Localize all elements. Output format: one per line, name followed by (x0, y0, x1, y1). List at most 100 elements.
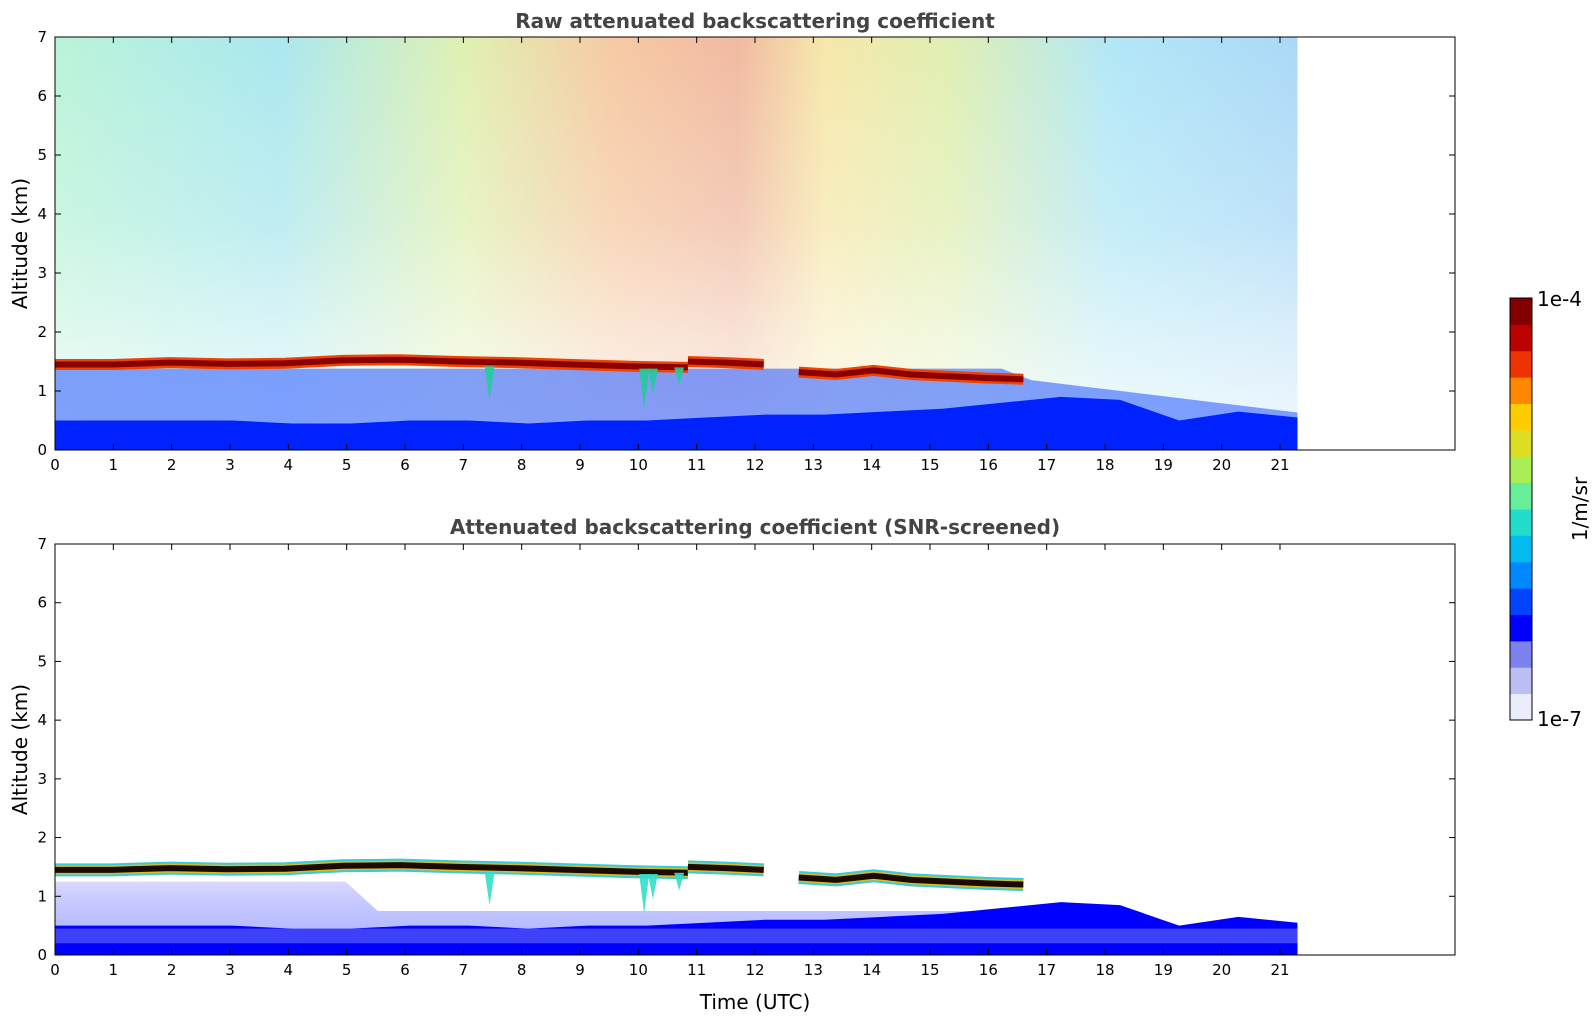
screened-boundary-layer (55, 902, 1298, 955)
y-tick-label: 6 (37, 594, 47, 612)
x-tick-label: 17 (1037, 961, 1056, 979)
colorbar: 1e-4 1e-7 1/m/sr (1509, 287, 1592, 731)
x-tick-label: 8 (517, 456, 527, 474)
x-tick-label: 9 (575, 456, 585, 474)
x-tick-label: 1 (109, 456, 119, 474)
x-tick-label: 6 (400, 456, 410, 474)
x-tick-label: 16 (979, 961, 998, 979)
x-tick-label: 6 (400, 961, 410, 979)
y-tick-label: 3 (37, 264, 47, 282)
x-tick-label: 15 (920, 456, 939, 474)
virga-streak (484, 366, 495, 400)
x-tick-label: 14 (862, 456, 881, 474)
y-tick-label: 5 (37, 652, 47, 670)
colorbar-swatch (1510, 509, 1532, 536)
x-tick-label: 16 (979, 456, 998, 474)
colorbar-swatch (1510, 324, 1532, 352)
y-tick-label: 6 (37, 87, 47, 105)
x-tick-label: 8 (517, 961, 527, 979)
raw-heatmap (55, 37, 1298, 450)
x-tick-label: 5 (342, 456, 352, 474)
virga-streak (647, 873, 658, 900)
colorbar-swatch (1510, 561, 1532, 589)
y-tick-label: 7 (37, 28, 47, 46)
x-tick-label: 10 (629, 961, 648, 979)
y-tick-label: 5 (37, 146, 47, 164)
colorbar-swatch (1510, 298, 1532, 325)
colorbar-swatch (1510, 667, 1532, 695)
screened-title: Attenuated backscattering coefficient (S… (450, 515, 1060, 539)
y-tick-label: 4 (37, 711, 47, 729)
x-tick-label: 12 (745, 961, 764, 979)
x-tick-label: 18 (1095, 456, 1114, 474)
y-tick-label: 3 (37, 770, 47, 788)
colorbar-swatch (1510, 640, 1532, 668)
raw-boundary-layer (55, 396, 1298, 450)
screened-panel: Attenuated backscattering coefficient (S… (8, 515, 1456, 1014)
y-tick-label: 1 (37, 887, 47, 905)
colorbar-swatch (1510, 403, 1532, 431)
x-tick-label: 0 (50, 456, 60, 474)
cloud-band (687, 863, 764, 873)
x-tick-label: 2 (167, 961, 177, 979)
x-tick-label: 3 (225, 456, 235, 474)
y-tick-label: 4 (37, 205, 47, 223)
cloud-band (55, 356, 688, 371)
y-tick-label: 2 (37, 829, 47, 847)
screened-xlabel: Time (UTC) (699, 990, 811, 1014)
virga-streak (647, 368, 658, 394)
x-tick-label: 11 (687, 456, 706, 474)
x-tick-label: 13 (804, 456, 823, 474)
x-tick-label: 7 (459, 961, 469, 979)
x-tick-label: 7 (459, 456, 469, 474)
x-tick-label: 11 (687, 961, 706, 979)
colorbar-swatch (1510, 350, 1532, 378)
cloud-band (55, 862, 688, 876)
colorbar-swatch (1510, 614, 1532, 642)
colorbar-scale (1510, 298, 1532, 721)
raw-ylabel: Altitude (km) (8, 178, 32, 309)
colorbar-frame (1509, 297, 1533, 721)
colorbar-unit-label: 1/m/sr (1568, 476, 1592, 541)
x-tick-label: 20 (1212, 961, 1231, 979)
y-tick-label: 0 (37, 441, 47, 459)
raw-panel: Raw attenuated backscattering coefficien… (8, 9, 1456, 474)
colorbar-swatch (1510, 456, 1532, 484)
x-tick-label: 4 (284, 961, 294, 979)
x-tick-label: 21 (1270, 456, 1289, 474)
screened-heatmap (55, 881, 1298, 955)
x-tick-label: 19 (1154, 961, 1173, 979)
x-tick-label: 10 (629, 456, 648, 474)
colorbar-max-label: 1e-4 (1537, 287, 1582, 311)
x-tick-label: 12 (745, 456, 764, 474)
x-tick-label: 3 (225, 961, 235, 979)
y-tick-label: 7 (37, 535, 47, 553)
x-tick-label: 17 (1037, 456, 1056, 474)
x-tick-label: 21 (1270, 961, 1289, 979)
x-tick-label: 14 (862, 961, 881, 979)
x-tick-label: 9 (575, 961, 585, 979)
colorbar-swatch (1510, 377, 1532, 404)
virga-streak (639, 873, 650, 914)
colorbar-swatch (1510, 429, 1532, 457)
screened-ylabel: Altitude (km) (8, 684, 32, 815)
x-tick-label: 1 (109, 961, 119, 979)
raw-x-axis: 0 1 2 3 4 5 6 7 8 9 10 11 12 13 14 15 16 17 18 19 20 21 (50, 37, 1290, 474)
screened-cloud-layer (55, 858, 1024, 914)
x-tick-label: 13 (804, 961, 823, 979)
cloud-band (687, 358, 764, 368)
colorbar-swatch (1510, 535, 1532, 563)
virga-streak (674, 872, 685, 891)
y-tick-label: 1 (37, 382, 47, 400)
cloud-band (798, 367, 1024, 383)
screened-y-axis: 0 1 2 3 4 5 6 7 (37, 535, 1455, 964)
x-tick-label: 2 (167, 456, 177, 474)
colorbar-min-label: 1e-7 (1537, 707, 1582, 731)
virga-streak (484, 871, 495, 906)
colorbar-swatch (1510, 482, 1532, 510)
x-tick-label: 0 (50, 961, 60, 979)
screened-x-axis: 0 1 2 3 4 5 6 7 8 9 10 11 12 13 14 15 16 17 18 19 20 21 (50, 544, 1290, 979)
x-tick-label: 15 (920, 961, 939, 979)
x-tick-label: 20 (1212, 456, 1231, 474)
